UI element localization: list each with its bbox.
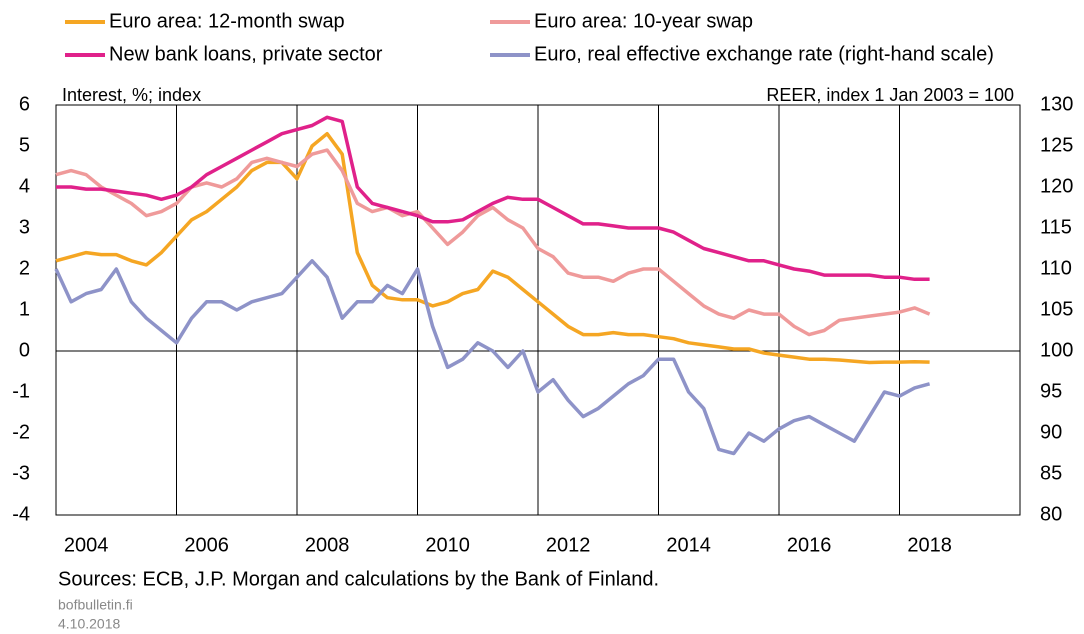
y2-tick-label: 110 xyxy=(1040,257,1072,279)
y-tick-label: 6 xyxy=(19,93,30,115)
x-tick-label: 2010 xyxy=(425,534,470,556)
left-axis-label: Interest, %; index xyxy=(62,85,201,105)
y2-tick-label: 120 xyxy=(1040,175,1073,197)
series-line xyxy=(55,148,931,337)
y2-tick-label: 130 xyxy=(1040,93,1073,115)
legend-label: New bank loans, private sector xyxy=(109,43,383,65)
y-tick-label: 5 xyxy=(19,134,30,156)
y2-tick-label: 115 xyxy=(1040,216,1072,238)
y2-tick-label: 80 xyxy=(1040,503,1062,525)
y-tick-label: 1 xyxy=(19,298,30,320)
x-tick-label: 2004 xyxy=(64,534,109,556)
y-tick-label: -1 xyxy=(12,380,30,402)
y-tick-label: 4 xyxy=(19,175,30,197)
source: Sources: ECB, J.P. Morgan and calculatio… xyxy=(58,568,659,590)
y2-tick-label: 85 xyxy=(1040,462,1062,484)
y-tick-label: -2 xyxy=(12,421,30,443)
series-line xyxy=(56,115,930,282)
y-tick-label: -3 xyxy=(12,462,30,484)
x-tick-label: 2008 xyxy=(305,534,350,556)
y2-tick-label: 90 xyxy=(1040,421,1062,443)
y2-tick-label: 95 xyxy=(1040,380,1062,402)
x-tick-label: 2006 xyxy=(184,534,229,556)
series-line xyxy=(54,259,931,456)
date: 4.10.2018 xyxy=(58,616,120,632)
legend-label: Euro area: 10-year swap xyxy=(534,10,753,32)
y-tick-label: 0 xyxy=(19,339,30,361)
y-tick-label: 3 xyxy=(19,216,30,238)
y-tick-label: 2 xyxy=(19,257,30,279)
x-tick-label: 2014 xyxy=(666,534,711,556)
plot-frame xyxy=(55,104,1021,516)
site: bofbulletin.fi xyxy=(58,597,133,613)
x-tick-label: 2012 xyxy=(546,534,591,556)
legend-label: Euro area: 12-month swap xyxy=(109,10,345,32)
series-line xyxy=(55,131,930,365)
x-tick-label: 2016 xyxy=(787,534,832,556)
x-tick-label: 2018 xyxy=(907,534,952,556)
y2-tick-label: 125 xyxy=(1040,134,1073,156)
legend-label: Euro, real effective exchange rate (righ… xyxy=(534,43,994,65)
y2-tick-label: 100 xyxy=(1040,339,1073,361)
y2-tick-label: 105 xyxy=(1040,298,1073,320)
y-tick-label: -4 xyxy=(12,503,30,525)
right-axis-label: REER, index 1 Jan 2003 = 100 xyxy=(766,85,1014,105)
